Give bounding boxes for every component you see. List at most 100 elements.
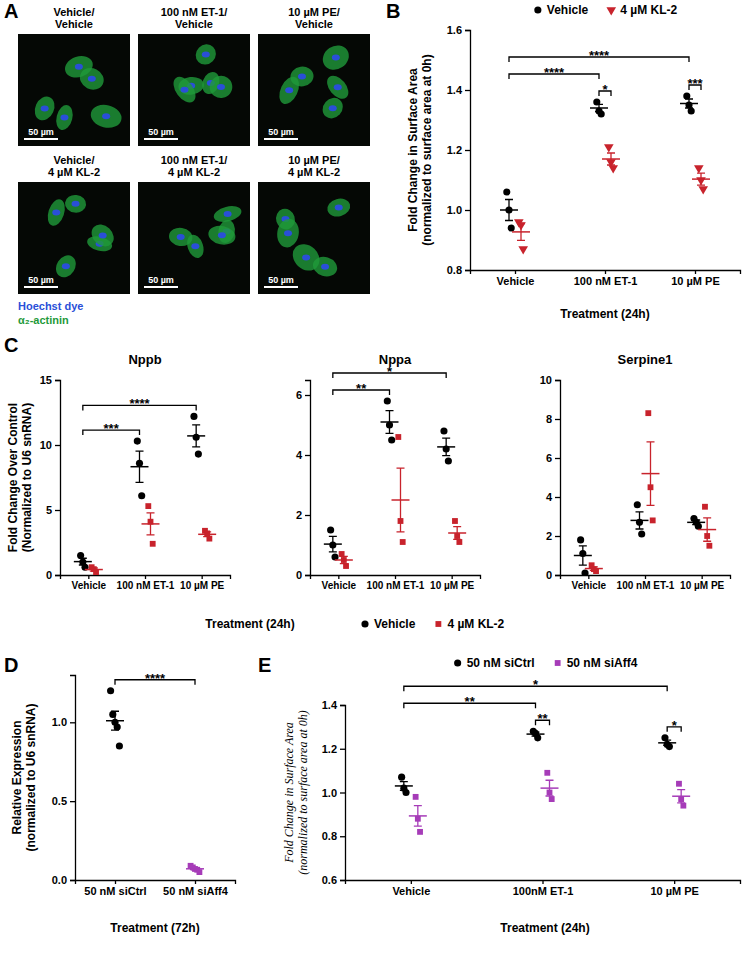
y-tick-label: 0 <box>296 569 302 581</box>
x-tick-label: 10 µM PE <box>180 580 224 591</box>
data-point <box>503 188 510 195</box>
legend-label: 4 µM KL-2 <box>620 3 677 17</box>
x-tick-label: 10 µM PE <box>680 580 724 591</box>
legend-symbol <box>454 659 461 666</box>
y-tick-label: 1.0 <box>322 787 337 799</box>
y-tick: 0.8 <box>322 830 345 842</box>
micrograph-image <box>138 182 250 294</box>
y-tick-label: 1.4 <box>322 699 338 711</box>
y-tick-label: 6 <box>546 452 552 464</box>
y-tick: 5 <box>46 504 60 516</box>
data-point <box>634 501 641 508</box>
data-point <box>190 413 197 420</box>
panel-label: D <box>4 654 18 676</box>
x-tick: Vehicle <box>392 880 430 897</box>
significance-label: **** <box>544 65 565 80</box>
nucleus <box>285 87 293 93</box>
stain-label: Hoechst dye <box>18 300 83 312</box>
x-tick-label: Vehicle <box>497 275 535 287</box>
y-tick-label: 0 <box>546 569 552 581</box>
y-tick-mark <box>555 575 560 576</box>
y-tick: 1.2 <box>447 144 470 156</box>
y-tick-mark <box>305 515 310 516</box>
x-tick: 50 nM siAff4 <box>163 880 229 897</box>
data-point <box>604 144 614 152</box>
significance-label: ** <box>537 711 548 726</box>
y-tick: 2 <box>546 530 560 542</box>
error-bar <box>79 558 87 565</box>
data-point <box>702 504 708 510</box>
legend-label: Vehicle <box>374 617 416 631</box>
y-tick-mark <box>465 30 470 31</box>
significance-label: ** <box>356 381 367 396</box>
y-tick-label: 1.6 <box>447 24 462 36</box>
x-axis-title: Treatment (24h) <box>205 617 294 631</box>
y-tick-mark <box>305 575 310 576</box>
data-point <box>417 829 423 835</box>
x-tick-mark <box>452 575 453 579</box>
panel-label: B <box>386 0 400 22</box>
scale-bar-label: 50 µm <box>268 127 294 137</box>
nucleus <box>218 232 226 238</box>
x-tick-label: 100nM ET-1 <box>513 885 574 897</box>
micrograph-title: 4 µM KL-2 <box>288 166 340 178</box>
x-tick: 10 µM PE <box>671 270 720 287</box>
scale-bar <box>24 138 58 140</box>
nucleus <box>102 113 110 119</box>
nucleus <box>41 105 49 111</box>
x-tick-mark <box>695 270 696 274</box>
cell <box>87 220 118 251</box>
y-tick-mark <box>555 380 560 381</box>
y-tick: 0.6 <box>322 874 345 886</box>
legend: Vehicle4 µM KL-2 <box>361 617 504 631</box>
nucleus <box>298 74 306 80</box>
y-tick-label: 0.0 <box>52 874 67 886</box>
x-tick-mark <box>542 880 543 884</box>
micrograph: 10 µM PE/4 µM KL-250 µm <box>258 154 370 294</box>
x-tick-mark <box>645 575 646 579</box>
y-tick-mark <box>555 497 560 498</box>
x-tick: Vehicle <box>72 575 107 591</box>
data-point <box>456 539 462 545</box>
y-tick-label: 8 <box>546 413 552 425</box>
micrograph-image <box>258 182 370 294</box>
y-tick-label: 2 <box>546 530 552 542</box>
x-tick-mark <box>88 575 89 579</box>
axis-line <box>465 31 471 271</box>
y-tick-mark <box>70 801 75 802</box>
scale-bar <box>24 286 58 288</box>
legend-symbol <box>534 6 541 13</box>
nucleus <box>62 263 70 269</box>
y-axis: 0.00.51.0 <box>52 676 76 887</box>
x-axis: Vehicle100 nM ET-110 µM PE <box>561 575 731 591</box>
data-point <box>440 427 447 434</box>
x-axis-title: Treatment (24h) <box>560 307 649 321</box>
micrograph: Vehicle/Vehicle50 µm <box>18 6 130 146</box>
nucleus <box>329 105 337 111</box>
x-tick-label: Vehicle <box>72 580 107 591</box>
data-point <box>150 541 156 547</box>
axis-line <box>340 706 346 881</box>
data-point <box>518 246 528 254</box>
cell <box>169 73 200 107</box>
data-point <box>195 451 202 458</box>
y-tick: 1.0 <box>322 787 345 799</box>
data-point <box>544 770 550 776</box>
significance-label: *** <box>104 421 120 436</box>
y-axis: 0.81.01.21.41.6 <box>447 24 471 276</box>
error-bar <box>590 567 598 571</box>
cell <box>318 40 353 74</box>
y-tick: 10 <box>40 439 60 451</box>
error-bar <box>453 527 461 540</box>
data-point <box>398 774 405 781</box>
x-axis-title: Treatment (24h) <box>500 921 589 935</box>
scale-bar-label: 50 µm <box>148 275 174 285</box>
x-tick-mark <box>515 270 516 274</box>
y-tick: 1.0 <box>447 204 470 216</box>
y-tick-label: 6 <box>296 389 302 401</box>
error-bar <box>400 782 408 791</box>
cell <box>275 217 301 249</box>
cell <box>208 74 234 100</box>
micrograph-image <box>258 34 370 146</box>
y-axis-title: (Normalized to U6 snRNA) <box>20 403 34 552</box>
